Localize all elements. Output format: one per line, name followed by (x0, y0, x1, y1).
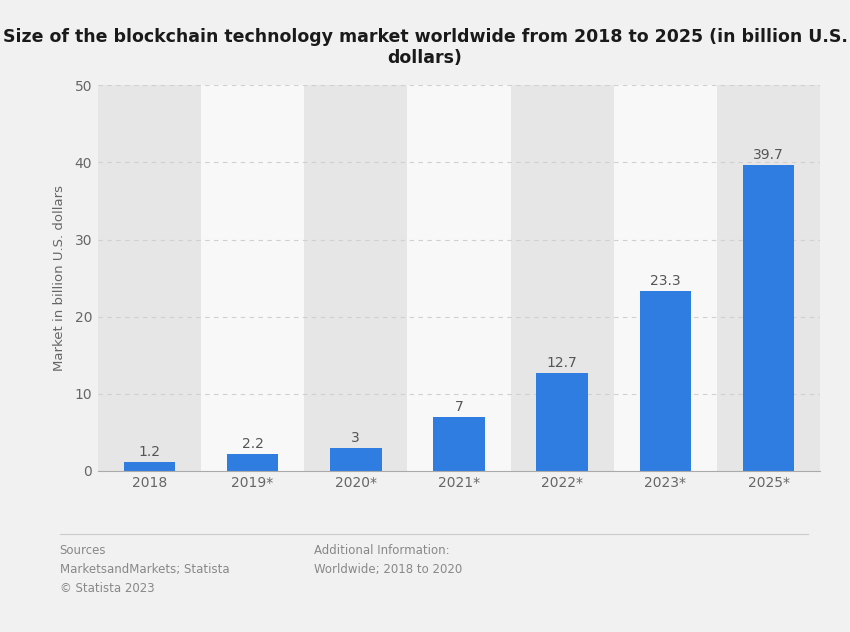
Bar (614, 85, 717, 471)
Text: 7: 7 (455, 400, 463, 414)
Bar (743, 165, 795, 471)
Bar (123, 461, 175, 471)
Bar (227, 454, 278, 471)
Text: 23.3: 23.3 (650, 274, 681, 288)
Bar (304, 85, 407, 471)
Text: Sources
MarketsandMarkets; Statista
© Statista 2023: Sources MarketsandMarkets; Statista © St… (60, 544, 230, 595)
Text: 3: 3 (351, 430, 360, 445)
Bar (511, 85, 614, 471)
Bar (330, 447, 382, 471)
Text: Additional Information:
Worldwide; 2018 to 2020: Additional Information: Worldwide; 2018 … (314, 544, 462, 576)
Bar (536, 373, 588, 471)
Bar (717, 85, 820, 471)
Text: 39.7: 39.7 (753, 148, 784, 162)
Text: 2.2: 2.2 (241, 437, 264, 451)
Text: 1.2: 1.2 (139, 444, 161, 458)
Bar (407, 85, 511, 471)
Text: Size of the blockchain technology market worldwide from 2018 to 2025 (in billion: Size of the blockchain technology market… (3, 28, 847, 67)
Bar (434, 417, 484, 471)
Bar (98, 85, 201, 471)
Bar (639, 291, 691, 471)
Bar (201, 85, 304, 471)
Y-axis label: Market in billion U.S. dollars: Market in billion U.S. dollars (54, 185, 66, 371)
Text: 12.7: 12.7 (547, 356, 578, 370)
